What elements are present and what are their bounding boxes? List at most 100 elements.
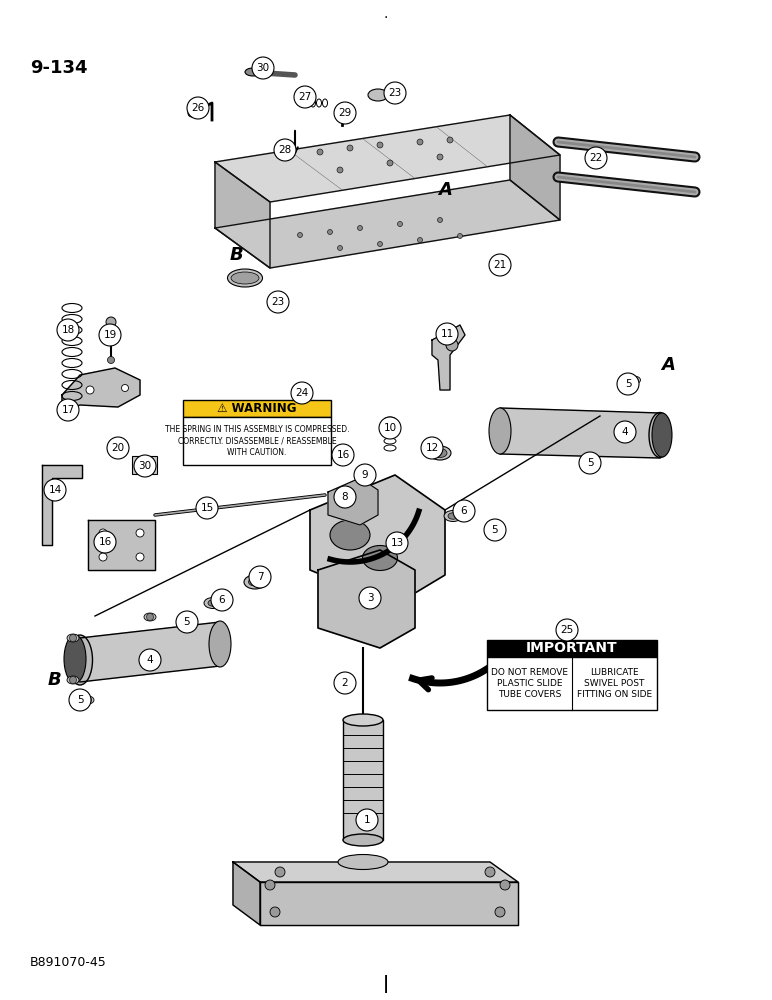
Circle shape xyxy=(495,907,505,917)
Circle shape xyxy=(196,497,218,519)
Text: ⚠ WARNING: ⚠ WARNING xyxy=(217,402,296,415)
Circle shape xyxy=(44,479,66,501)
Circle shape xyxy=(107,437,129,459)
Ellipse shape xyxy=(249,578,262,586)
Text: 23: 23 xyxy=(388,88,401,98)
Ellipse shape xyxy=(204,597,222,608)
Text: THE SPRING IN THIS ASSEMBLY IS COMPRESSED.
CORRECTLY. DISASSEMBLE / REASSEMBLE
W: THE SPRING IN THIS ASSEMBLY IS COMPRESSE… xyxy=(164,425,349,457)
Circle shape xyxy=(252,57,274,79)
Circle shape xyxy=(274,139,296,161)
Circle shape xyxy=(398,222,402,227)
Ellipse shape xyxy=(629,376,641,384)
Circle shape xyxy=(211,589,233,611)
Circle shape xyxy=(585,147,607,169)
Circle shape xyxy=(386,532,408,554)
Ellipse shape xyxy=(67,634,79,642)
Text: 29: 29 xyxy=(338,108,351,118)
Circle shape xyxy=(378,241,382,246)
Circle shape xyxy=(176,611,198,633)
Text: 27: 27 xyxy=(298,92,312,102)
Ellipse shape xyxy=(343,714,383,726)
Ellipse shape xyxy=(363,546,398,570)
Polygon shape xyxy=(328,478,378,525)
Text: 5: 5 xyxy=(587,458,594,468)
Text: 4: 4 xyxy=(147,655,154,665)
Circle shape xyxy=(437,154,443,160)
Bar xyxy=(487,640,657,657)
Text: DO NOT REMOVE
PLASTIC SLIDE
TUBE COVERS: DO NOT REMOVE PLASTIC SLIDE TUBE COVERS xyxy=(491,668,568,699)
Text: 9-134: 9-134 xyxy=(30,59,87,77)
Ellipse shape xyxy=(330,520,370,550)
Polygon shape xyxy=(233,862,260,925)
Circle shape xyxy=(384,82,406,104)
Polygon shape xyxy=(510,115,560,220)
Polygon shape xyxy=(233,862,518,882)
Circle shape xyxy=(447,137,453,143)
Circle shape xyxy=(500,880,510,890)
Circle shape xyxy=(418,237,422,242)
Ellipse shape xyxy=(489,408,511,454)
Circle shape xyxy=(275,867,285,877)
Ellipse shape xyxy=(619,379,631,387)
Circle shape xyxy=(453,500,475,522)
Ellipse shape xyxy=(587,457,598,465)
Text: 5: 5 xyxy=(184,617,191,627)
Ellipse shape xyxy=(209,621,231,667)
Text: .: . xyxy=(384,7,388,21)
Ellipse shape xyxy=(338,854,388,869)
Ellipse shape xyxy=(82,696,94,704)
Bar xyxy=(132,456,157,474)
Circle shape xyxy=(332,444,354,466)
Text: 9: 9 xyxy=(362,470,368,480)
Circle shape xyxy=(458,233,462,238)
Text: 3: 3 xyxy=(367,593,374,603)
Circle shape xyxy=(556,619,578,641)
Circle shape xyxy=(107,357,114,363)
Circle shape xyxy=(421,437,443,459)
Circle shape xyxy=(297,232,303,237)
Ellipse shape xyxy=(584,460,595,468)
Text: 12: 12 xyxy=(425,443,438,453)
Text: 6: 6 xyxy=(218,595,225,605)
Text: IMPORTANT: IMPORTANT xyxy=(527,642,618,656)
Circle shape xyxy=(446,339,458,351)
Ellipse shape xyxy=(64,635,86,683)
Circle shape xyxy=(69,676,76,684)
Circle shape xyxy=(249,566,271,588)
Circle shape xyxy=(337,167,343,173)
Text: 30: 30 xyxy=(256,63,269,73)
Ellipse shape xyxy=(67,635,93,685)
Circle shape xyxy=(379,417,401,439)
Bar xyxy=(183,417,331,465)
Bar xyxy=(343,720,383,840)
Bar xyxy=(183,400,331,417)
Text: 24: 24 xyxy=(296,388,309,398)
Circle shape xyxy=(99,324,121,346)
Circle shape xyxy=(387,160,393,166)
Text: 1: 1 xyxy=(364,815,371,825)
Circle shape xyxy=(317,149,323,155)
Text: 15: 15 xyxy=(201,503,214,513)
Text: 26: 26 xyxy=(191,103,205,113)
Text: 19: 19 xyxy=(103,330,117,340)
Circle shape xyxy=(267,291,289,313)
Circle shape xyxy=(86,386,94,394)
Circle shape xyxy=(187,97,209,119)
Text: 16: 16 xyxy=(98,537,112,547)
Polygon shape xyxy=(215,115,560,202)
Ellipse shape xyxy=(109,444,121,452)
Circle shape xyxy=(270,907,280,917)
Circle shape xyxy=(485,867,495,877)
Ellipse shape xyxy=(343,834,383,846)
Circle shape xyxy=(356,809,378,831)
Text: |: | xyxy=(383,975,389,993)
Text: LUBRICATE
SWIVEL POST
FITTING ON SIDE: LUBRICATE SWIVEL POST FITTING ON SIDE xyxy=(577,668,652,699)
Text: 16: 16 xyxy=(337,450,350,460)
Text: 28: 28 xyxy=(279,145,292,155)
Ellipse shape xyxy=(228,269,262,287)
Circle shape xyxy=(121,384,128,391)
Circle shape xyxy=(84,696,92,704)
Ellipse shape xyxy=(245,68,261,76)
Text: 10: 10 xyxy=(384,423,397,433)
Text: 2: 2 xyxy=(342,678,348,688)
